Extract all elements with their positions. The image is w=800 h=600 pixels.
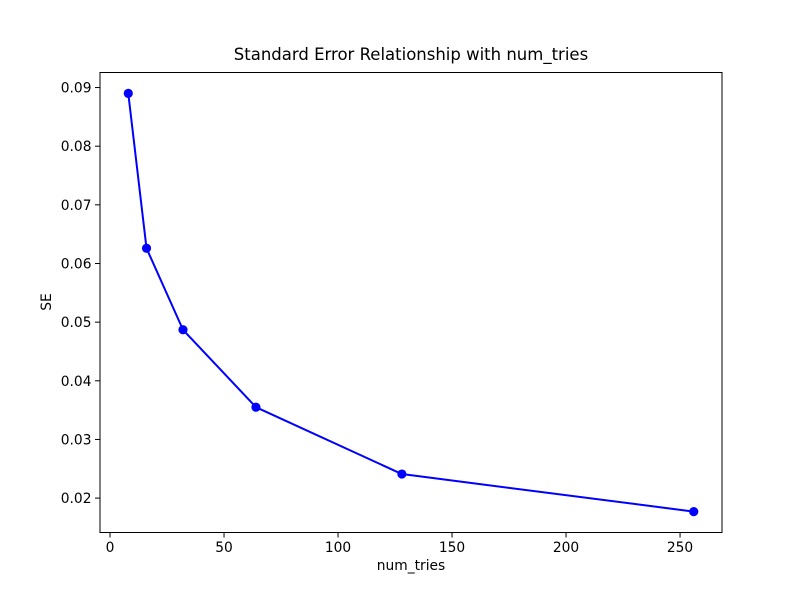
axes-spines xyxy=(99,72,723,533)
y-tick-label: 0.03 xyxy=(61,432,92,448)
y-tick-label: 0.09 xyxy=(61,81,92,97)
y-tick-label: 0.08 xyxy=(61,139,92,155)
data-point xyxy=(689,506,699,517)
data-point xyxy=(123,88,133,99)
y-tick-label: 0.05 xyxy=(61,315,92,331)
chart-title: Standard Error Relationship with num_tri… xyxy=(233,45,589,64)
y-tick-label: 0.04 xyxy=(61,374,92,390)
data-point xyxy=(397,469,407,479)
x-tick-label: 100 xyxy=(325,540,351,556)
x-axis-label: num_tries xyxy=(376,558,446,574)
series-line xyxy=(127,92,695,513)
x-tick-label: 50 xyxy=(215,540,233,556)
x-tick-label: 200 xyxy=(553,540,579,556)
y-tick-label: 0.06 xyxy=(61,256,92,272)
y-tick-label: 0.07 xyxy=(61,198,92,214)
data-point xyxy=(141,243,152,253)
x-tick-label: 250 xyxy=(667,540,693,556)
x-tick-label: 150 xyxy=(439,540,465,556)
y-axis-label-text: SE xyxy=(39,293,55,311)
x-tick-label: 0 xyxy=(106,540,115,556)
data-point xyxy=(251,402,261,412)
data-point xyxy=(178,325,188,335)
y-tick-label: 0.02 xyxy=(61,491,92,507)
